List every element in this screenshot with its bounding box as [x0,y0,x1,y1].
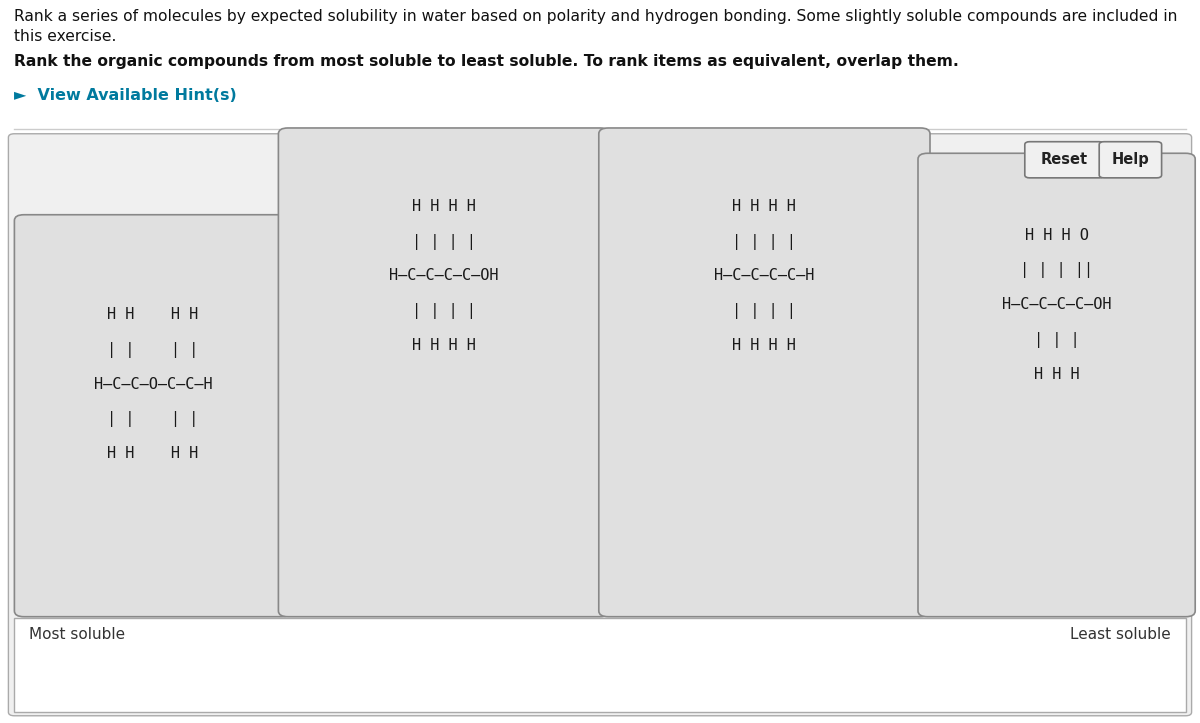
Text: | | | |: | | | | [412,303,476,319]
Text: H–C–C–C–C–OH: H–C–C–C–C–OH [1002,297,1111,312]
Text: | | |: | | | [1033,332,1080,348]
Text: ►  View Available Hint(s): ► View Available Hint(s) [14,88,238,103]
Text: H H    H H: H H H H [107,307,199,322]
Text: H–C–C–C–C–OH: H–C–C–C–C–OH [389,268,499,283]
Text: H–C–C–O–C–C–H: H–C–C–O–C–C–H [94,377,212,392]
Text: | | | |: | | | | [732,303,797,319]
Text: Rank a series of molecules by expected solubility in water based on polarity and: Rank a series of molecules by expected s… [14,9,1178,24]
Text: H H H O: H H H O [1025,228,1088,243]
Text: | | | |: | | | | [732,234,797,249]
Text: | |    | |: | | | | [107,342,199,358]
FancyBboxPatch shape [14,215,292,617]
Text: | | | |: | | | | [412,234,476,249]
Text: H H    H H: H H H H [107,446,199,461]
Text: Help: Help [1111,153,1150,167]
Text: H H H H: H H H H [732,199,797,214]
FancyBboxPatch shape [278,128,610,617]
Text: Reset: Reset [1040,153,1088,167]
Text: | |    | |: | | | | [107,411,199,427]
FancyBboxPatch shape [599,128,930,617]
Text: H–C–C–C–C–H: H–C–C–C–C–H [714,268,815,283]
Text: Rank the organic compounds from most soluble to least soluble. To rank items as : Rank the organic compounds from most sol… [14,54,959,69]
FancyBboxPatch shape [1025,142,1104,178]
Text: H H H: H H H [1033,367,1080,382]
Bar [14,618,1186,712]
FancyBboxPatch shape [1099,142,1162,178]
FancyBboxPatch shape [918,153,1195,617]
Text: Least soluble: Least soluble [1070,627,1171,642]
Text: H H H H: H H H H [732,338,797,353]
FancyBboxPatch shape [8,134,1192,716]
Text: H H H H: H H H H [412,338,476,353]
Text: this exercise.: this exercise. [14,29,116,44]
Text: Most soluble: Most soluble [29,627,125,642]
Text: | | | ||: | | | || [1020,262,1093,278]
Text: H H H H: H H H H [412,199,476,214]
